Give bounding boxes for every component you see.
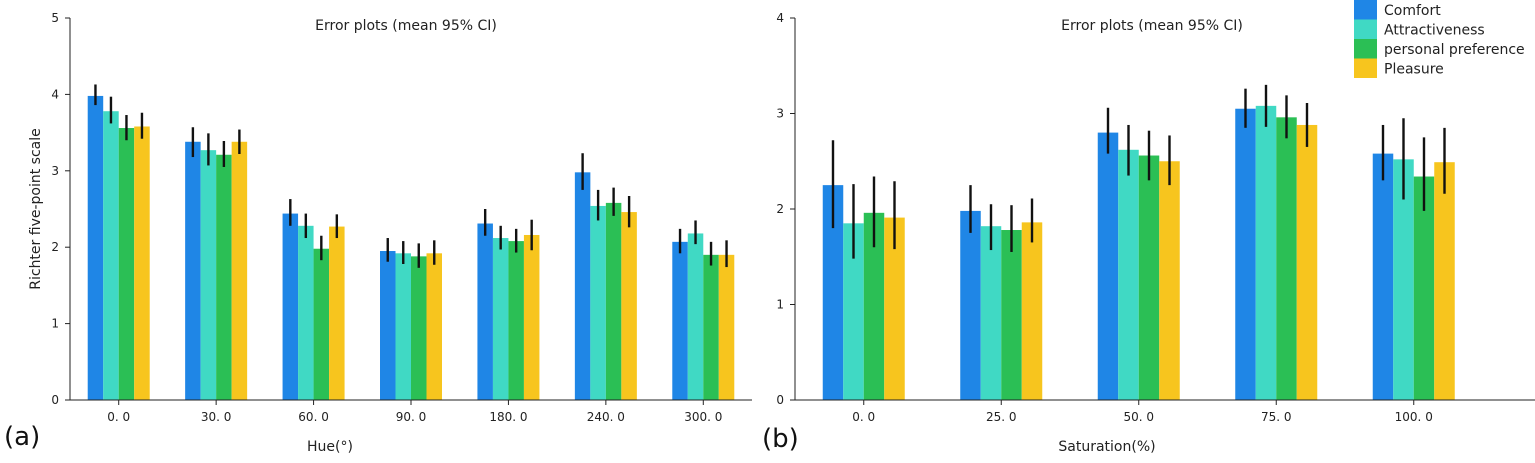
x-tick-label-1-5: 240. 0 <box>587 410 625 424</box>
bar-attractiveness-2-3 <box>1255 105 1277 401</box>
bar-pleasure-1-6 <box>718 254 735 400</box>
y-axis-label-1: Richter five-point scale <box>28 128 44 290</box>
bar-personal-preference-2-0 <box>863 212 885 400</box>
bar-attractiveness-2-1 <box>980 226 1002 400</box>
legend-swatch-attractiveness <box>1354 19 1377 39</box>
x-axis-label-1: Hue(°) <box>307 439 353 455</box>
bar-pleasure-2-4 <box>1434 162 1455 400</box>
x-tick-label-1-4: 180. 0 <box>489 410 527 424</box>
bar-personal-preference-1-6 <box>703 254 719 400</box>
panel-label-b: (b) <box>762 424 799 454</box>
x-tick-label-1-2: 60. 0 <box>298 410 329 424</box>
bar-attractiveness-2-4 <box>1393 159 1414 400</box>
y-tick-label-1-1: 1 <box>51 317 59 331</box>
legend-swatch-personal-preference <box>1354 39 1377 59</box>
bar-comfort-2-1 <box>960 210 981 400</box>
bar-attractiveness-1-6 <box>687 233 704 400</box>
x-tick-label-2-1: 25. 0 <box>986 410 1017 424</box>
bar-pleasure-2-0 <box>884 217 905 400</box>
bar-pleasure-2-3 <box>1296 124 1318 401</box>
y-tick-label-1-2: 2 <box>51 240 59 254</box>
bar-comfort-2-3 <box>1235 108 1256 400</box>
x-tick-label-2-4: 100. 0 <box>1395 410 1433 424</box>
panel-label-a: (a) <box>4 422 41 452</box>
bar-personal-preference-2-1 <box>1001 230 1022 400</box>
bar-comfort-1-1 <box>185 141 201 400</box>
legend-label-pleasure: Pleasure <box>1384 62 1444 78</box>
bar-personal-preference-2-2 <box>1138 155 1160 400</box>
bar-pleasure-1-2 <box>329 226 345 400</box>
bar-attractiveness-1-0 <box>103 111 119 401</box>
legend-swatch-pleasure <box>1354 58 1377 78</box>
y-tick-label-1-3: 3 <box>51 164 59 178</box>
bar-comfort-1-0 <box>87 95 104 401</box>
y-tick-label-2-4: 4 <box>776 11 784 25</box>
bar-attractiveness-1-2 <box>298 225 314 400</box>
bar-pleasure-1-1 <box>231 141 248 400</box>
chart-title-1: Error plots (mean 95% CI) <box>315 18 497 34</box>
bar-attractiveness-2-2 <box>1118 149 1139 400</box>
bar-comfort-2-0 <box>822 185 844 401</box>
x-tick-label-1-6: 300. 0 <box>684 410 722 424</box>
bar-comfort-1-2 <box>282 213 299 400</box>
bar-pleasure-2-1 <box>1021 222 1043 400</box>
bar-attractiveness-2-0 <box>843 223 864 400</box>
legend-label-comfort: Comfort <box>1384 3 1441 19</box>
bar-personal-preference-1-3 <box>411 256 427 400</box>
bar-pleasure-1-0 <box>134 126 150 401</box>
x-tick-label-2-0: 0. 0 <box>852 410 875 424</box>
bar-personal-preference-1-2 <box>313 248 330 400</box>
y-tick-label-1-5: 5 <box>51 11 59 25</box>
bar-personal-preference-1-4 <box>508 241 524 400</box>
chart-title-2: Error plots (mean 95% CI) <box>1061 18 1243 34</box>
x-axis-label-2: Saturation(%) <box>1058 439 1155 455</box>
bar-personal-preference-2-3 <box>1276 117 1297 400</box>
bar-comfort-2-4 <box>1372 153 1394 400</box>
legend-label-attractiveness: Attractiveness <box>1384 23 1485 39</box>
y-tick-label-2-0: 0 <box>776 393 784 407</box>
bar-personal-preference-2-4 <box>1413 176 1435 400</box>
x-tick-label-1-0: 0. 0 <box>107 410 130 424</box>
bar-personal-preference-1-5 <box>605 202 622 400</box>
y-tick-label-1-0: 0 <box>51 393 59 407</box>
bar-personal-preference-1-0 <box>118 128 135 400</box>
y-tick-label-2-3: 3 <box>776 107 784 121</box>
bar-comfort-1-6 <box>672 241 688 400</box>
bar-attractiveness-1-4 <box>492 238 509 400</box>
bar-attractiveness-1-3 <box>395 253 411 400</box>
bar-comfort-2-2 <box>1097 132 1119 400</box>
bar-comfort-1-3 <box>380 251 396 400</box>
y-tick-label-1-4: 4 <box>51 87 59 101</box>
x-tick-label-1-3: 90. 0 <box>396 410 427 424</box>
legend-swatch-comfort <box>1354 0 1377 20</box>
bar-pleasure-1-4 <box>523 234 540 400</box>
bar-comfort-1-5 <box>574 172 591 400</box>
bar-pleasure-2-2 <box>1159 161 1180 400</box>
bar-pleasure-1-5 <box>621 212 637 400</box>
bar-pleasure-1-3 <box>426 253 442 400</box>
y-tick-label-2-1: 1 <box>776 298 784 312</box>
y-tick-label-2-2: 2 <box>776 202 784 216</box>
x-tick-label-1-1: 30. 0 <box>201 410 232 424</box>
legend-label-personal-preference: personal preference <box>1384 42 1525 58</box>
bar-attractiveness-1-5 <box>590 205 606 400</box>
bar-personal-preference-1-1 <box>216 154 232 400</box>
bar-attractiveness-1-1 <box>200 150 217 400</box>
x-tick-label-2-3: 75. 0 <box>1261 410 1292 424</box>
bar-comfort-1-4 <box>477 223 493 400</box>
x-tick-label-2-2: 50. 0 <box>1123 410 1154 424</box>
